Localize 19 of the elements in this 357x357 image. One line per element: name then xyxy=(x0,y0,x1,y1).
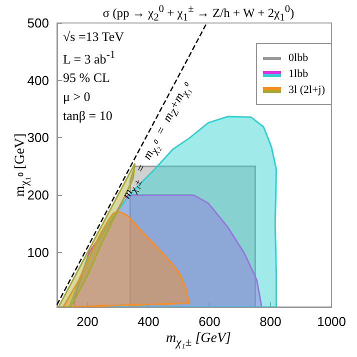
x-tick-label: 1000 xyxy=(317,314,346,329)
annotation: 95 % CL xyxy=(63,69,111,88)
x-tick-label: 400 xyxy=(138,314,160,329)
y-tick-label: 300 xyxy=(27,130,49,146)
y-tick-label: 400 xyxy=(27,72,49,88)
legend-label: 3l (2l+j) xyxy=(288,84,325,96)
x-axis-title: m$_{χ₁±}$ [GeV] xyxy=(165,331,232,349)
x-tick-label: 600 xyxy=(198,314,220,329)
x-tick-label: 800 xyxy=(260,314,282,329)
annotation: √s =13 TeV xyxy=(63,28,124,46)
x-tick-label: 200 xyxy=(76,314,98,329)
annotation: μ > 0 xyxy=(63,88,92,106)
legend-label: 1lbb xyxy=(288,68,308,80)
y-tick-label: 500 xyxy=(27,16,49,30)
y-tick-label: 100 xyxy=(27,244,49,260)
annotation: L = 3 ab$^{-1}$ xyxy=(63,48,116,68)
chart-title: σ (pp → χ$_{2}$$^{0}$ + χ$_{1}$$^{±}$ → Z/h + W + 2χ$_{1}$$^{0}$) xyxy=(102,4,294,24)
annotation: tanβ = 10 xyxy=(63,107,114,126)
legend-label: 0lbb xyxy=(288,52,308,64)
